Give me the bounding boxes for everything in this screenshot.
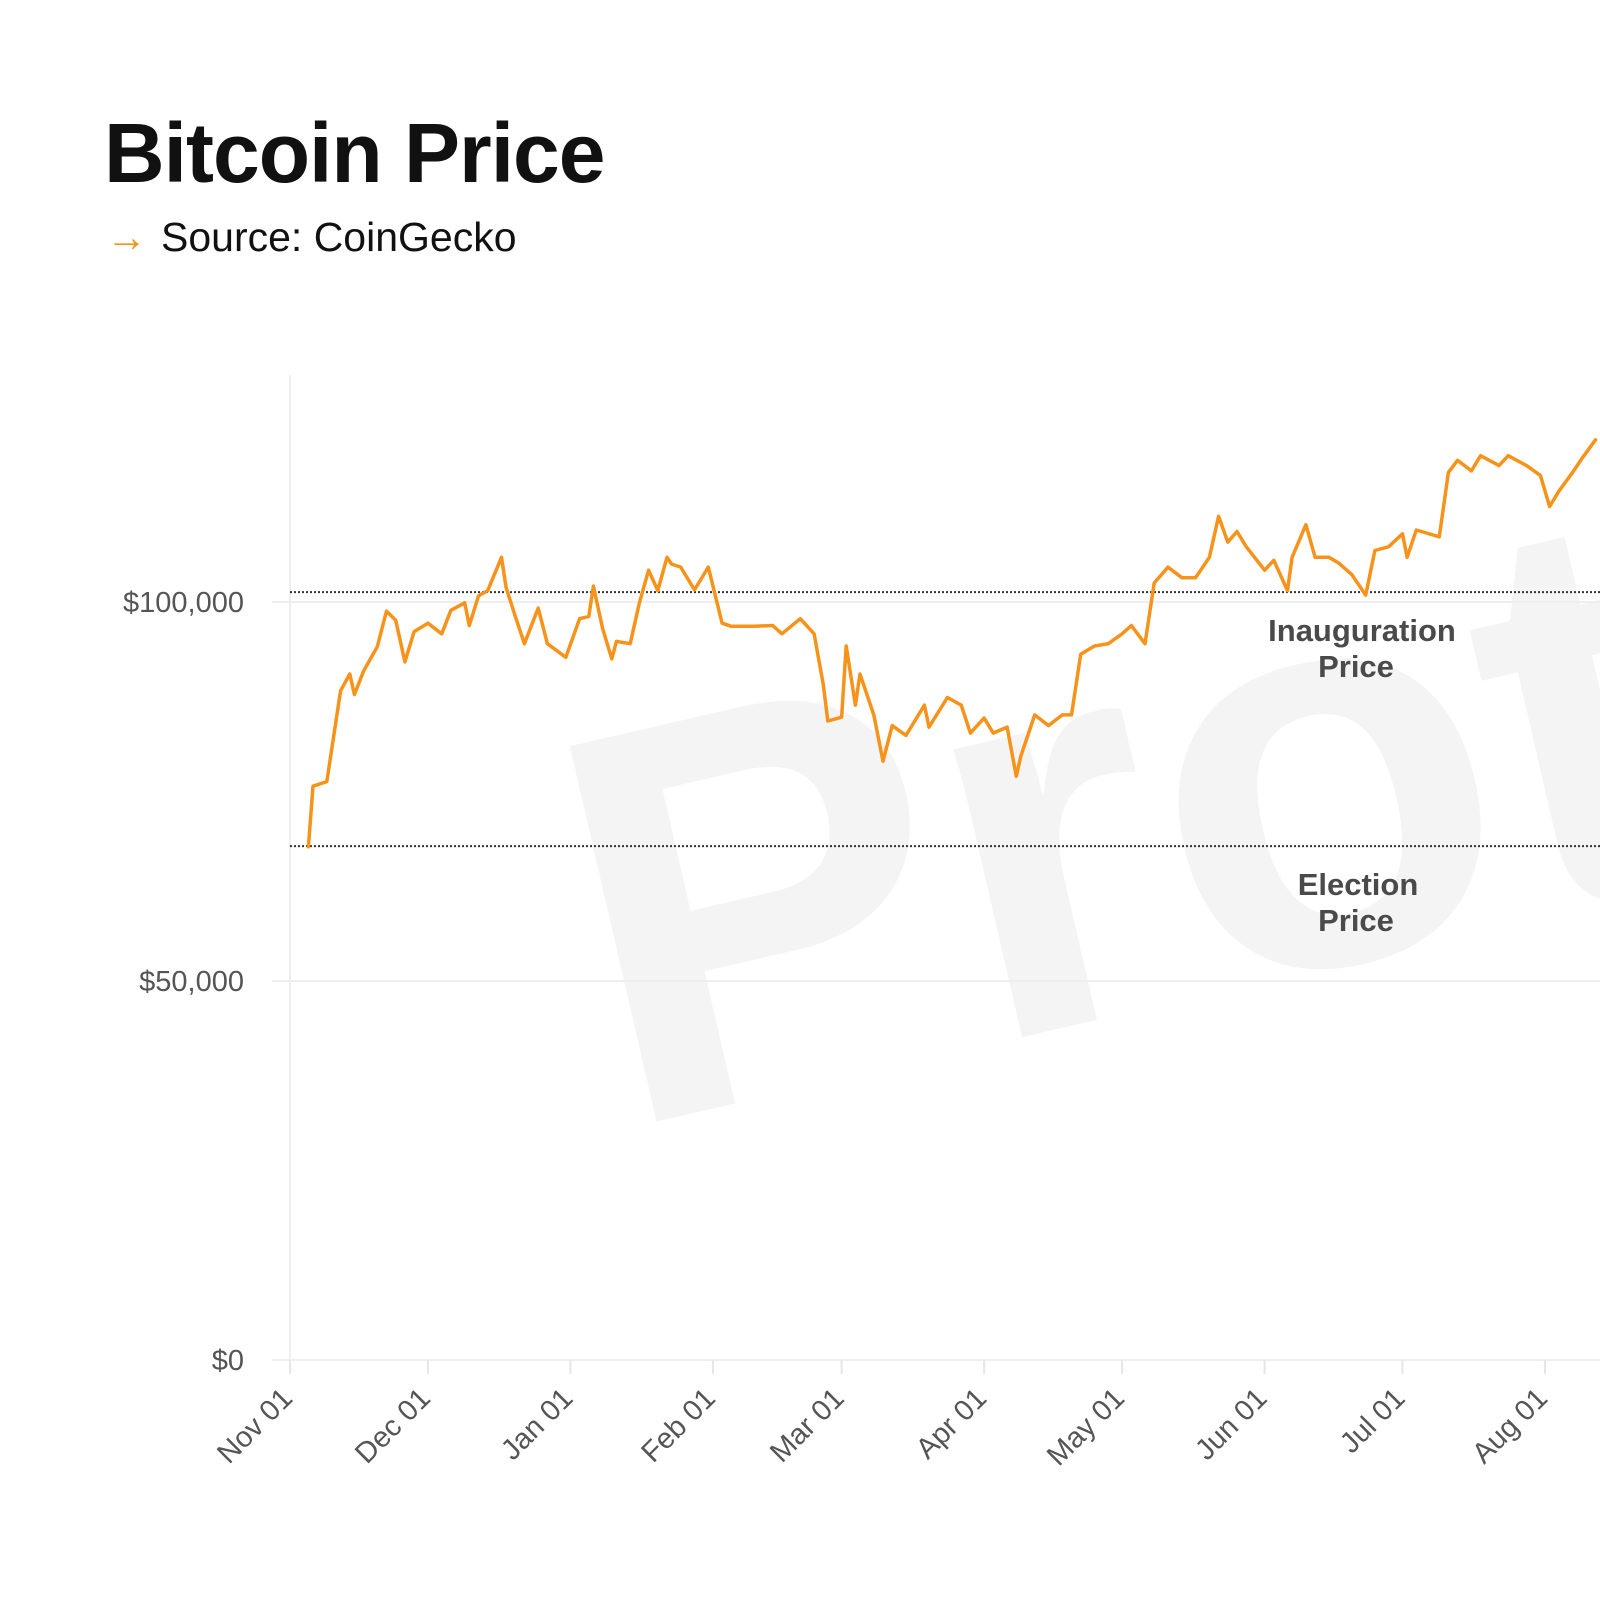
- price-series-line: [306, 438, 1598, 849]
- x-tick-label: Jan 01: [495, 1382, 579, 1466]
- x-tick-label: Mar 01: [764, 1382, 850, 1468]
- x-tick-label: May 01: [1041, 1382, 1131, 1472]
- x-tick-label: Feb 01: [635, 1382, 721, 1468]
- election-label-line1: Election: [1298, 867, 1419, 902]
- y-tick-label: $100,000: [123, 587, 244, 619]
- x-tick-label: Jul 01: [1334, 1382, 1411, 1459]
- x-tick-label: Apr 01: [910, 1382, 993, 1465]
- arrow-right-icon: →: [106, 214, 147, 260]
- x-tick-label: Jun 01: [1189, 1382, 1273, 1466]
- x-tick-label: Nov 01: [211, 1382, 299, 1470]
- y-tick-label: $50,000: [139, 966, 244, 998]
- x-tick-label: Dec 01: [349, 1382, 437, 1470]
- inauguration-label-line2: Price: [1318, 649, 1394, 684]
- x-tick-label: Aug 01: [1466, 1382, 1554, 1470]
- inauguration-label-line1: Inauguration: [1268, 613, 1456, 648]
- source-label: Source: CoinGecko: [161, 214, 517, 260]
- chart-subtitle: → Source: CoinGecko: [106, 214, 517, 261]
- y-tick-label: $0: [212, 1345, 244, 1377]
- watermark: Protos: [506, 237, 1600, 1246]
- election-label-line2: Price: [1318, 903, 1394, 938]
- chart-title: Bitcoin Price: [104, 106, 605, 200]
